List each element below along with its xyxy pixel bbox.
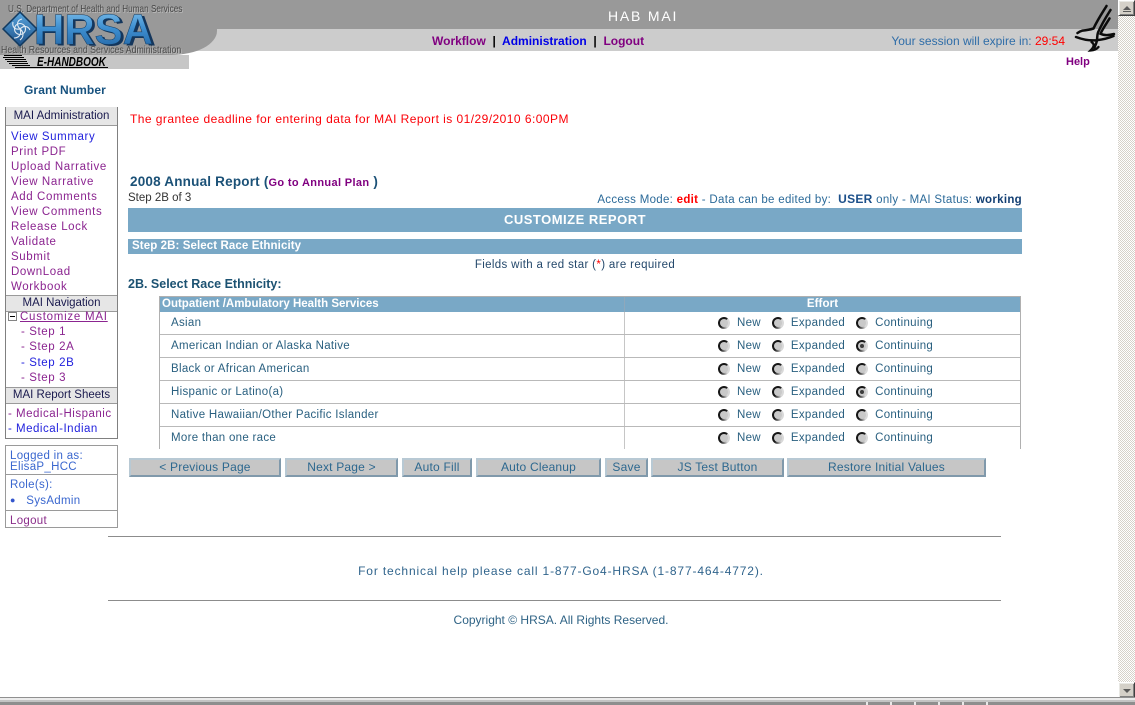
svg-text:HRSA: HRSA (34, 10, 153, 50)
svg-text:HRSA: HRSA (36, 10, 156, 50)
